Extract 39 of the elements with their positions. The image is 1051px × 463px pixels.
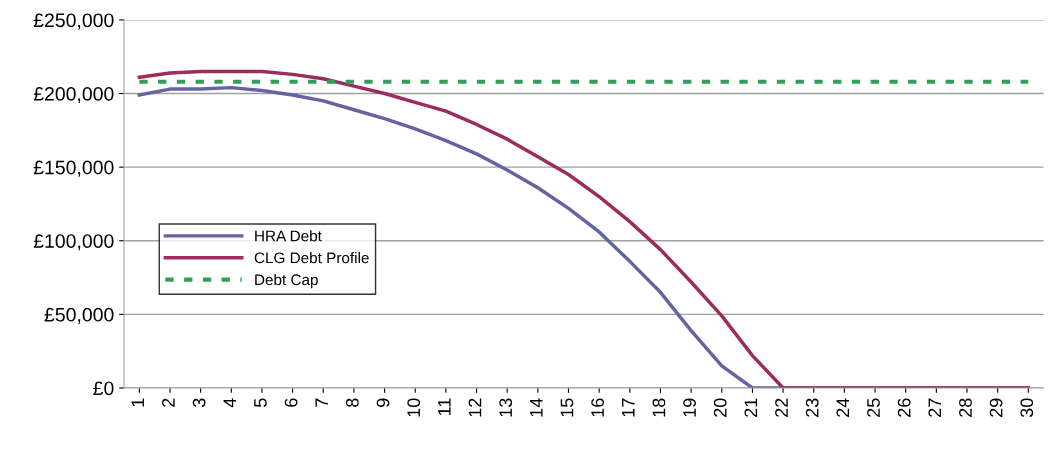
y-tick-label: £200,000 <box>33 86 114 104</box>
x-tick-label: 9 <box>376 398 390 407</box>
x-tick-label: 24 <box>836 398 850 417</box>
legend-label: Debt Cap <box>255 273 318 289</box>
x-tick-label: 21 <box>744 398 758 417</box>
y-tick-label: £250,000 <box>33 13 114 30</box>
x-tick-label: 16 <box>591 398 604 417</box>
x-tick-label: 28 <box>959 398 972 417</box>
legend-label: HRA Debt <box>255 230 322 242</box>
x-tick-label: 26 <box>897 398 911 417</box>
x-tick-label: 2 <box>162 398 175 407</box>
x-tick-label: 6 <box>284 398 298 407</box>
x-tick-label: 29 <box>989 398 1003 417</box>
x-tick-label: 4 <box>223 398 236 408</box>
x-tick-label: 12 <box>468 398 482 417</box>
legend-label: CLG Debt Profile <box>254 252 369 264</box>
x-tick-label: 22 <box>775 398 788 417</box>
x-tick-label: 10 <box>407 398 421 417</box>
x-tick-label: 19 <box>683 398 696 417</box>
x-tick-label: 27 <box>928 398 942 417</box>
x-tick-label: 8 <box>345 398 359 407</box>
x-tick-label: 3 <box>192 398 206 408</box>
x-tick-label: 25 <box>867 398 880 417</box>
x-tick-label: 30 <box>1020 398 1034 418</box>
y-tick-label: £100,000 <box>33 234 114 251</box>
x-tick-label: 5 <box>254 398 267 408</box>
x-tick-label: 18 <box>652 398 666 417</box>
y-tick-label: £50,000 <box>44 307 114 324</box>
x-tick-label: 23 <box>805 398 819 417</box>
x-tick-label: 15 <box>560 398 574 417</box>
x-tick-label: 7 <box>315 398 328 407</box>
x-tick-label: 14 <box>530 398 543 417</box>
x-tick-label: 13 <box>499 398 513 417</box>
x-tick-label: 11 <box>438 398 451 416</box>
x-tick-label: 1 <box>131 398 145 407</box>
y-tick-label: £0 <box>93 381 114 396</box>
x-tick-label: 20 <box>713 398 727 417</box>
y-tick-label: £150,000 <box>33 160 114 177</box>
x-tick-label: 17 <box>622 398 635 417</box>
